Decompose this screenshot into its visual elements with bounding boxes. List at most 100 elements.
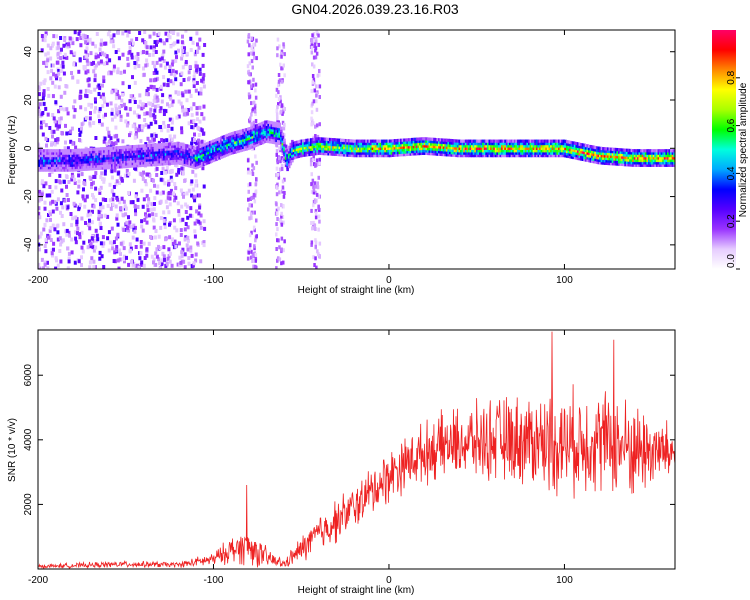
noise-mark — [188, 213, 192, 218]
streak-mark — [310, 172, 313, 177]
ridge-mark — [76, 158, 79, 162]
noise-mark — [172, 30, 176, 33]
ridge-mark — [152, 148, 155, 152]
ridge-mark — [521, 149, 525, 153]
noise-mark — [154, 104, 157, 109]
ridge-mark — [278, 134, 281, 138]
ridge-mark — [38, 151, 41, 155]
ridge-mark — [133, 157, 136, 161]
noise-mark — [168, 134, 172, 139]
ridge-mark — [436, 152, 439, 156]
ridge-mark — [275, 134, 278, 138]
ridge-mark — [308, 140, 311, 144]
ridge-mark — [202, 150, 206, 154]
noise-mark — [78, 232, 81, 237]
ridge-mark — [218, 144, 221, 148]
ridge-mark — [267, 120, 270, 124]
ridge-mark — [338, 153, 342, 157]
ridge-mark — [618, 150, 621, 154]
noise-mark — [82, 66, 86, 71]
ridge-mark — [494, 142, 498, 146]
ridge-mark — [595, 148, 599, 152]
streak-mark — [282, 220, 285, 225]
ridge-mark — [423, 144, 427, 148]
ridge-mark — [390, 139, 394, 143]
noise-mark — [184, 235, 188, 240]
ridge-mark — [595, 153, 599, 157]
ridge-mark — [625, 153, 629, 157]
ridge-mark — [632, 158, 635, 162]
ridge-mark — [111, 163, 114, 167]
ridge-mark — [246, 134, 250, 139]
streak-mark — [310, 122, 313, 127]
noise-mark — [197, 45, 201, 50]
ridge-mark — [374, 142, 378, 146]
ridge-mark — [299, 142, 302, 146]
noise-mark — [198, 205, 202, 210]
ridge-mark — [264, 127, 267, 131]
noise-mark — [102, 177, 106, 182]
ridge-mark — [130, 147, 133, 151]
ridge-mark — [289, 147, 293, 151]
ridge-mark — [373, 151, 376, 155]
ridge-mark — [283, 141, 286, 145]
ridge-mark — [196, 153, 199, 157]
ridge-mark — [216, 142, 220, 146]
noise-mark — [106, 32, 110, 37]
noise-mark — [168, 259, 172, 264]
streak-mark — [310, 50, 314, 55]
noise-mark — [145, 194, 149, 199]
ridge-mark — [254, 138, 258, 143]
noise-mark — [197, 138, 200, 143]
ridge-mark — [349, 144, 353, 148]
ridge-mark — [509, 142, 512, 146]
noise-mark — [186, 238, 190, 243]
noise-mark — [93, 87, 97, 92]
ridge-mark — [546, 139, 550, 143]
ridge-mark — [204, 145, 207, 149]
noise-mark — [172, 81, 175, 86]
noise-mark — [71, 41, 75, 46]
ridge-mark — [128, 157, 131, 161]
noise-mark — [169, 175, 173, 180]
ridge-mark — [559, 144, 563, 148]
ridge-mark — [103, 151, 106, 156]
ridge-mark — [254, 129, 258, 133]
ridge-mark — [275, 126, 278, 130]
ridge-mark — [112, 146, 116, 150]
noise-mark — [152, 207, 156, 212]
noise-mark — [61, 205, 65, 210]
ridge-mark — [621, 158, 624, 162]
ridge-mark — [619, 155, 623, 159]
ridge-mark — [313, 152, 316, 156]
noise-mark — [190, 253, 194, 258]
ridge-mark — [231, 141, 234, 145]
ridge-mark — [133, 145, 136, 149]
ridge-mark — [333, 143, 337, 147]
noise-mark — [60, 188, 64, 193]
noise-mark — [161, 53, 165, 58]
ridge-mark — [239, 137, 242, 141]
ridge-mark — [438, 143, 441, 147]
ridge-mark — [507, 139, 510, 143]
ridge-mark — [55, 158, 59, 163]
ridge-mark — [641, 151, 645, 155]
ridge-mark — [550, 154, 553, 158]
noise-mark — [109, 39, 113, 44]
ridge-mark — [145, 151, 149, 155]
ridge-mark — [600, 159, 604, 163]
streak-mark — [316, 73, 320, 78]
ridge-mark — [409, 140, 413, 144]
ridge-mark — [561, 151, 564, 155]
ridge-mark — [100, 161, 103, 165]
noise-mark — [78, 132, 82, 137]
ridge-mark — [76, 148, 79, 153]
noise-mark — [195, 218, 199, 223]
ridge-mark — [104, 163, 108, 167]
noise-mark — [162, 218, 166, 223]
ridge-mark — [169, 161, 173, 165]
ridge-mark — [654, 156, 657, 160]
noise-mark — [98, 47, 102, 52]
ridge-mark — [161, 145, 165, 149]
noise-mark — [115, 216, 119, 221]
